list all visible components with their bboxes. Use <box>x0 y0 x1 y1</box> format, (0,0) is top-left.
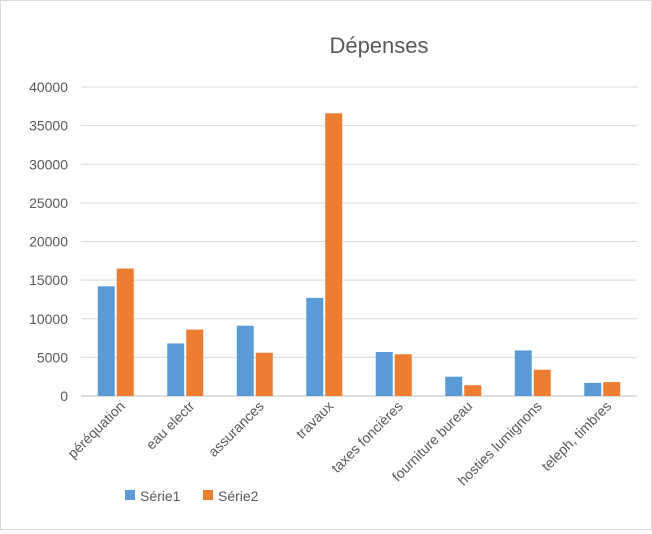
x-tick-label: teleph, timbres <box>538 398 614 474</box>
legend: Série1 Série2 <box>125 488 259 504</box>
chart-title: Dépenses <box>329 33 428 58</box>
bar-series1-6 <box>514 350 532 396</box>
bar-series2-1 <box>186 329 204 396</box>
bar-series2-5 <box>464 385 482 396</box>
bar-series2-6 <box>533 369 551 396</box>
bar-series2-2 <box>255 352 273 396</box>
x-tick-label: assurances <box>205 398 267 460</box>
legend-swatch-series1 <box>125 490 135 500</box>
y-tick-label: 35000 <box>29 118 68 134</box>
bar-series2-0 <box>116 268 134 396</box>
bar-series2-4 <box>394 354 412 396</box>
gridlines <box>81 86 637 397</box>
bar-series1-3 <box>306 297 324 396</box>
y-tick-label: 20000 <box>29 234 68 250</box>
legend-swatch-series2 <box>203 490 213 500</box>
x-tick-label: travaux <box>293 398 337 442</box>
legend-label-series1: Série1 <box>140 488 181 504</box>
y-tick-label: 40000 <box>29 79 68 95</box>
y-tick-label: 10000 <box>29 311 68 327</box>
y-axis-ticks: 0 5000 10000 15000 20000 25000 30000 35000 40000 <box>29 79 68 404</box>
bars <box>97 113 621 396</box>
y-tick-label: 5000 <box>37 349 68 365</box>
y-tick-label: 25000 <box>29 195 68 211</box>
x-tick-label: eau electr <box>143 398 198 453</box>
y-tick-label: 0 <box>60 388 68 404</box>
x-axis-ticks: péréquation eau electr assurances travauxta… <box>64 398 614 489</box>
bar-series2-7 <box>603 382 621 396</box>
bar-series1-2 <box>236 325 254 396</box>
y-tick-label: 30000 <box>29 156 68 172</box>
y-tick-label: 15000 <box>29 272 68 288</box>
x-tick-label: péréquation <box>64 398 128 462</box>
bar-series1-4 <box>375 351 393 396</box>
bar-series1-0 <box>97 286 115 396</box>
legend-label-series2: Série2 <box>218 488 259 504</box>
bar-series1-5 <box>445 376 463 396</box>
bar-series1-1 <box>167 343 185 396</box>
bar-series2-3 <box>325 113 343 396</box>
x-tick-label: taxes foncières <box>328 398 406 476</box>
bar-series1-7 <box>584 382 602 396</box>
